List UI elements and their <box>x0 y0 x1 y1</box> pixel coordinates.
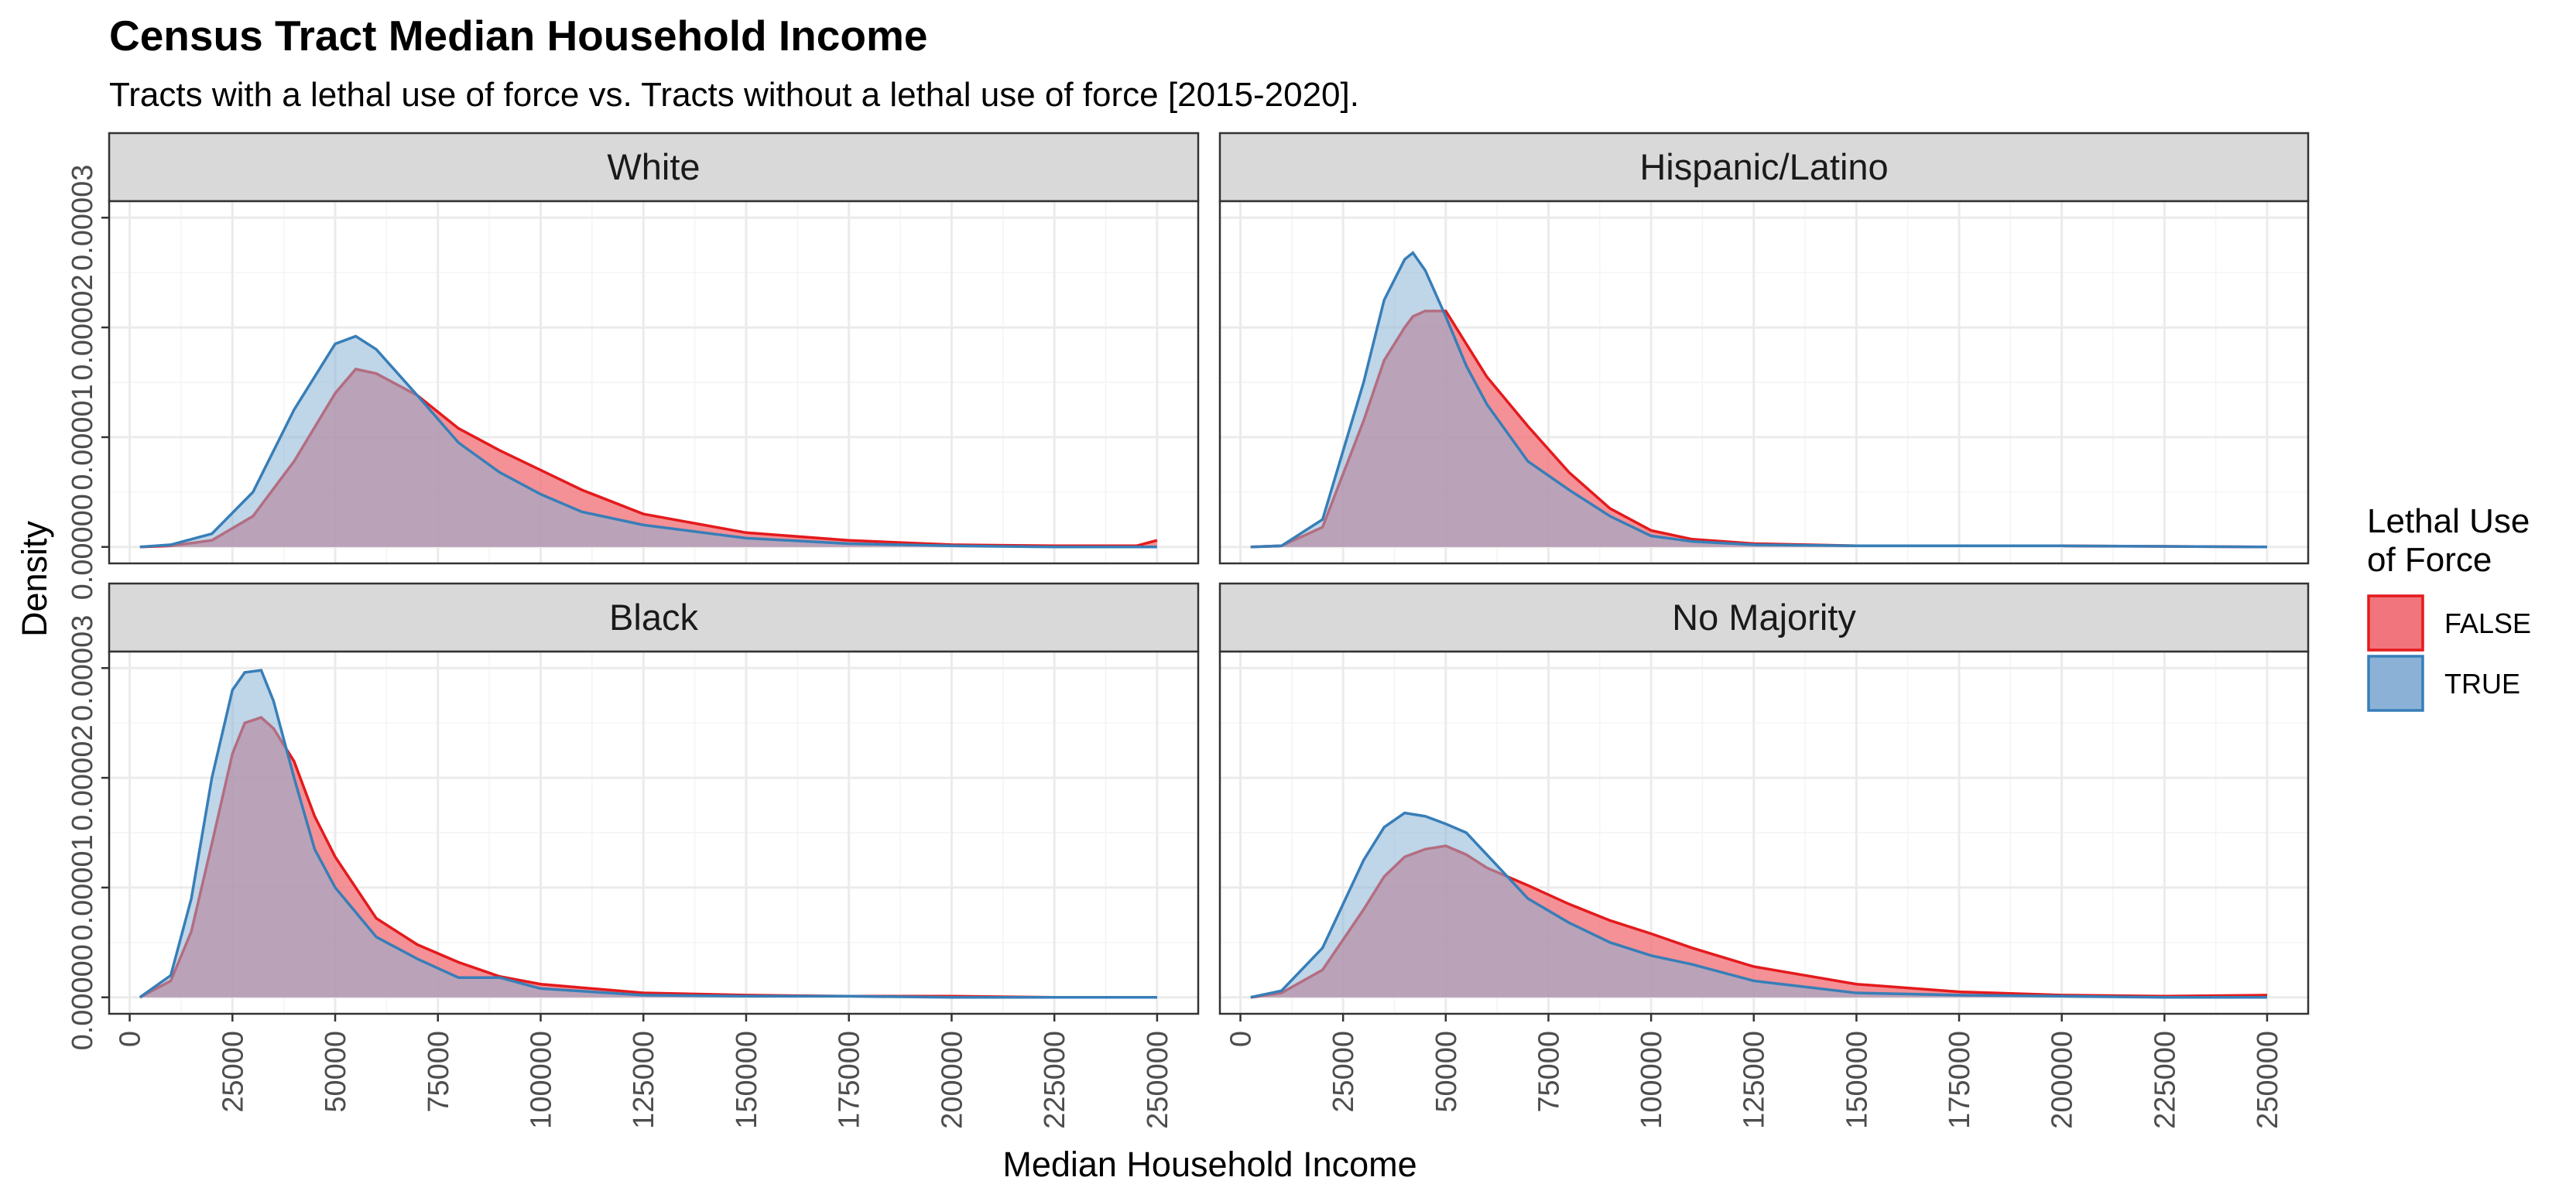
y-tick-label: 0.00002 <box>67 724 99 830</box>
x-axis-title: Median Household Income <box>1002 1145 1416 1184</box>
axes-layer: 0.000000.000010.000020.000030.000000.000… <box>67 165 2284 1129</box>
panel-border-white <box>108 200 1200 565</box>
strip-hispanic-latino <box>1218 132 2310 203</box>
x-tick-label: 150000 <box>1841 1031 1873 1129</box>
legend-title-line1: Lethal Use <box>2367 502 2530 540</box>
x-tick-label: 150000 <box>731 1031 763 1129</box>
legend-key-true <box>2367 655 2424 712</box>
legend-key-false <box>2367 594 2424 652</box>
x-tick-label: 200000 <box>2047 1031 2079 1129</box>
panel-black: Black <box>108 582 1200 1015</box>
y-tick-label: 0.00001 <box>67 834 99 940</box>
panels-layer: White Hispanic/Latino Black No Majority <box>108 132 2310 1015</box>
area-true-no-majority <box>1250 813 2267 998</box>
x-tick-label: 100000 <box>1636 1031 1668 1129</box>
x-tick-label: 175000 <box>1944 1031 1976 1129</box>
y-tick-label: 0.00003 <box>67 615 99 721</box>
strip-label-white: White <box>607 146 700 187</box>
line-true-hispanic-latino <box>1250 251 2267 549</box>
line-true-white <box>139 334 1157 549</box>
panel-no-majority: No Majority <box>1218 582 2310 1015</box>
panel-border-black <box>108 650 1200 1015</box>
strip-label-no-majority: No Majority <box>1672 597 1856 638</box>
panel-white: White <box>108 132 1200 565</box>
legend-title-line2: of Force <box>2367 541 2492 579</box>
strip-no-majority <box>1218 582 2310 653</box>
panel-border-no-majority <box>1218 650 2310 1015</box>
y-tick-label: 0.00002 <box>67 274 99 380</box>
strip-black <box>108 582 1200 653</box>
y-tick-label: 0.00000 <box>67 494 99 600</box>
line-true-black <box>139 669 1157 999</box>
panel-hispanic-latino: Hispanic/Latino <box>1218 132 2310 565</box>
x-tick-label: 125000 <box>1738 1031 1771 1129</box>
area-true-black <box>139 670 1157 998</box>
legend-label-false: FALSE <box>2444 607 2531 639</box>
y-tick-label: 0.00001 <box>67 384 99 490</box>
line-true-no-majority <box>1250 811 2267 999</box>
x-tick-label: 0 <box>115 1031 147 1047</box>
x-tick-label: 50000 <box>1430 1031 1463 1113</box>
panel-border-hispanic-latino <box>1218 200 2310 565</box>
legend: Lethal Use of Force FALSE TRUE <box>2367 502 2531 712</box>
y-axis-title: Density <box>15 520 54 637</box>
x-tick-label: 125000 <box>628 1031 660 1129</box>
x-tick-label: 100000 <box>525 1031 557 1129</box>
x-tick-label: 75000 <box>1533 1031 1565 1113</box>
x-tick-label: 175000 <box>834 1031 866 1129</box>
x-tick-label: 225000 <box>2149 1031 2181 1129</box>
x-tick-label: 250000 <box>1142 1031 1174 1129</box>
x-tick-label: 250000 <box>2252 1031 2284 1129</box>
area-true-hispanic-latino <box>1250 252 2267 547</box>
chart-title: Census Tract Median Household Income <box>109 12 928 60</box>
x-tick-label: 25000 <box>217 1031 249 1113</box>
area-true-white <box>139 336 1157 547</box>
chart-subtitle: Tracts with a lethal use of force vs. Tr… <box>109 76 1359 114</box>
x-tick-label: 25000 <box>1327 1031 1360 1113</box>
x-tick-label: 200000 <box>936 1031 968 1129</box>
y-tick-label: 0.00003 <box>67 165 99 271</box>
x-tick-label: 225000 <box>1039 1031 1071 1129</box>
strip-label-hispanic-latino: Hispanic/Latino <box>1639 146 1888 187</box>
strip-label-black: Black <box>609 597 698 638</box>
x-tick-label: 0 <box>1225 1031 1258 1047</box>
x-tick-label: 50000 <box>320 1031 352 1113</box>
x-tick-label: 75000 <box>423 1031 455 1113</box>
y-tick-label: 0.00000 <box>67 944 99 1050</box>
legend-label-true: TRUE <box>2444 668 2520 700</box>
